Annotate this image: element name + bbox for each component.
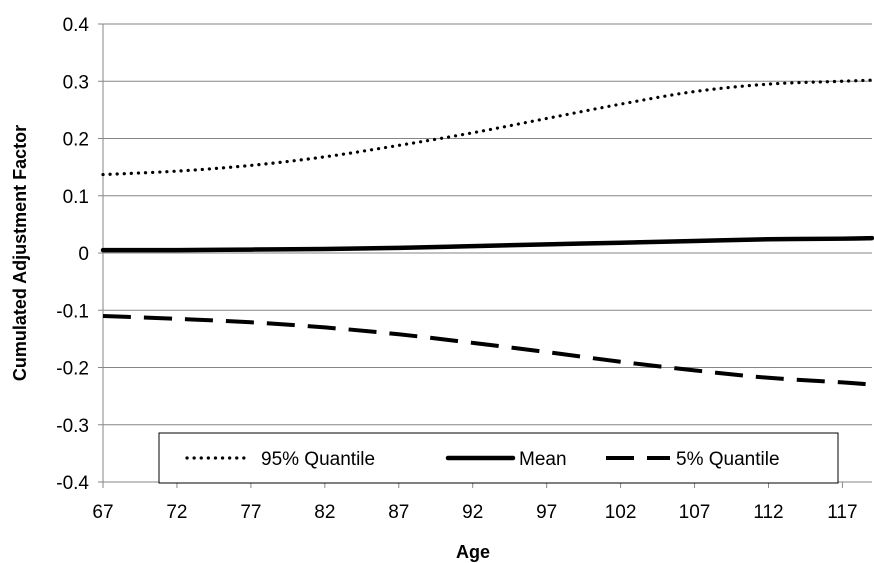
x-tick-label: 77 — [240, 502, 261, 523]
gridlines — [103, 23, 872, 426]
x-tick-label: 82 — [314, 502, 335, 523]
x-tick-label: 112 — [753, 502, 783, 523]
y-tick-label: 0 — [78, 244, 89, 265]
y-axis-title: Cumulated Adjustment Factor — [10, 125, 30, 381]
y-tick-label: 0.1 — [63, 187, 89, 208]
tick-labels: -0.4 -0.3 -0.2 -0.1 0 0.1 0.2 0.3 0.4 67 72 77 82 87 9… — [56, 15, 857, 523]
legend-label: 5% Quantile — [676, 449, 780, 470]
y-tick-label: -0.1 — [56, 301, 89, 322]
series-line-mean — [100, 235, 874, 253]
y-tick-label: 0.4 — [63, 15, 90, 36]
legend-label: 95% Quantile — [261, 449, 375, 470]
x-tick-label: 87 — [388, 502, 409, 523]
x-tick-label: 117 — [827, 502, 857, 523]
axes — [98, 23, 872, 488]
y-tick-label: -0.2 — [56, 359, 89, 380]
x-tick-label: 107 — [679, 502, 711, 523]
y-tick-label: 0.3 — [63, 72, 89, 93]
y-tick-label: -0.4 — [56, 473, 89, 494]
y-tick-label: -0.3 — [56, 416, 89, 437]
series-line-95-quantile — [101, 78, 874, 177]
x-tick-label: 97 — [536, 502, 557, 523]
series-lines — [100, 78, 874, 387]
x-axis-title: Age — [456, 542, 490, 562]
series-line-5-quantile — [102, 313, 873, 387]
legend-label: Mean — [519, 449, 567, 470]
x-tick-label: 67 — [92, 502, 113, 523]
x-tick-label: 102 — [605, 502, 637, 523]
x-tick-label: 92 — [462, 502, 483, 523]
legend: 95% Quantile Mean 5% Quantile — [158, 432, 839, 484]
y-tick-label: 0.2 — [63, 130, 89, 151]
x-tick-label: 72 — [166, 502, 187, 523]
